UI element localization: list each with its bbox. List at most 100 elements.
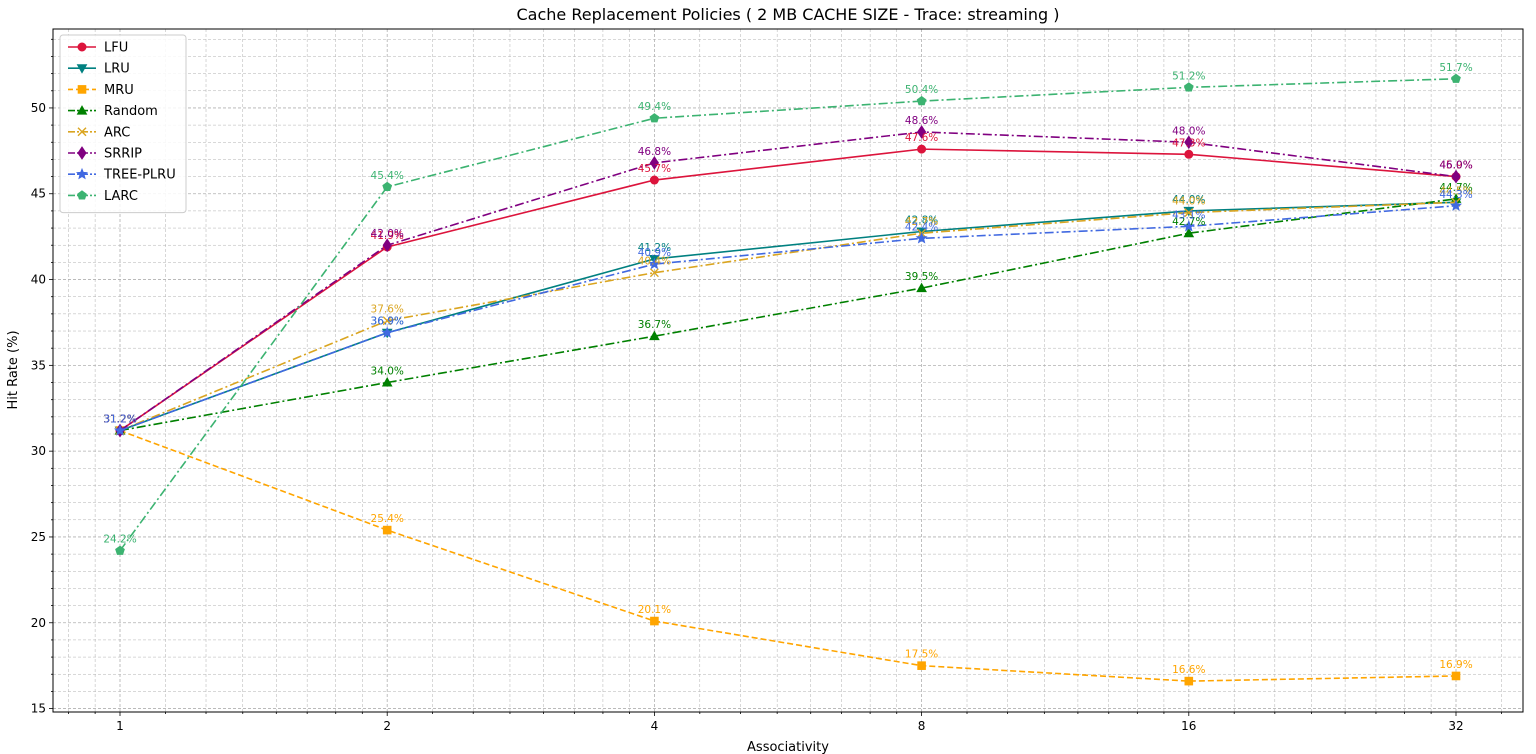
series-line-larc	[119, 77, 1457, 552]
data-label-tree-plru: 40.9%	[638, 247, 671, 259]
legend-label: TREE-PLRU	[103, 168, 176, 183]
data-point-mru	[382, 525, 392, 535]
data-point-tree-plru	[648, 257, 661, 270]
legend-swatch-marker	[77, 42, 87, 52]
legend-label: LRU	[104, 62, 130, 77]
data-label-larc: 51.7%	[1439, 62, 1472, 74]
data-point-tree-plru	[381, 326, 394, 338]
data-label-arc: 42.7%	[905, 216, 938, 228]
legend: LFU LRU MRU Random ARC SRRIP TREE-PLRU LARC	[59, 34, 187, 214]
data-label-lru: 44.0%	[1172, 194, 1205, 206]
data-label-arc: 44.0%	[1172, 196, 1205, 208]
legend-item-random: Random	[68, 104, 158, 119]
legend-item-arc: ARC	[68, 125, 130, 140]
data-labels: 31.2%41.9%45.7%47.6% 47.3%45.9%31.2%36.9%…	[103, 62, 1472, 676]
data-point-random	[1183, 227, 1195, 238]
data-label-mru: 20.1%	[638, 604, 671, 616]
y-tick-label: 20	[31, 616, 46, 630]
data-label-arc: 44.5%	[1439, 185, 1472, 197]
data-point-mru	[1451, 671, 1461, 681]
data-point-arc	[649, 268, 659, 278]
y-tick-label: 45	[31, 187, 46, 201]
data-label-larc: 49.4%	[638, 101, 671, 113]
data-point-srrip	[1451, 169, 1461, 184]
data-label-mru: 16.9%	[1439, 659, 1472, 671]
data-label-mru: 31.2%	[103, 414, 136, 426]
data-label-lru: 36.9%	[371, 316, 404, 328]
legend-item-larc: LARC	[68, 189, 138, 204]
data-label-arc: 31.2%	[103, 414, 136, 426]
x-tick-label: 32	[1448, 719, 1463, 733]
series-lfu	[115, 144, 1461, 436]
legend-item-tree-plru: TREE-PLRU	[68, 168, 176, 183]
data-label-mru: 17.5%	[905, 649, 938, 661]
data-point-mru	[1184, 676, 1194, 686]
data-label-srrip: 48.6%	[905, 115, 938, 127]
data-label-tree-plru: 44.3%	[1439, 189, 1472, 201]
y-tick-label: 15	[31, 702, 46, 716]
legend-label: Random	[104, 104, 158, 119]
data-point-tree-plru	[113, 424, 127, 436]
legend-swatch-marker	[76, 105, 88, 115]
data-label-srrip: 31.2%	[103, 414, 136, 426]
series-line-tree-plru	[119, 204, 1457, 432]
data-label-larc: 24.2%	[103, 534, 136, 546]
data-point-tree-plru	[1182, 220, 1195, 232]
chart-title: Cache Replacement Policies ( 2 MB CACHE …	[517, 5, 1060, 24]
legend-swatch-marker	[77, 127, 87, 137]
legend-item-lru: LRU	[68, 62, 130, 77]
data-point-arc	[382, 316, 392, 326]
data-point-larc	[1451, 73, 1461, 83]
series-tree-plru	[113, 199, 1463, 436]
data-point-larc	[115, 545, 125, 555]
x-tick-label: 8	[918, 719, 926, 733]
legend-item-srrip: SRRIP	[68, 146, 142, 162]
data-label-random: 42.7%	[1172, 216, 1205, 228]
data-label-lru: 31.2%	[103, 414, 136, 426]
data-point-mru	[917, 661, 926, 670]
legend-item-mru: MRU	[68, 83, 134, 98]
legend-label: LFU	[104, 41, 128, 56]
data-point-srrip	[1184, 135, 1194, 150]
legend-swatch-marker	[77, 190, 87, 200]
data-point-srrip	[916, 125, 927, 139]
series-line-arc	[119, 201, 1457, 432]
series-larc	[115, 73, 1461, 555]
data-label-random: 39.5%	[905, 271, 938, 283]
data-point-larc	[649, 113, 660, 123]
data-point-larc	[382, 181, 393, 192]
data-point-srrip	[382, 238, 392, 253]
data-point-random	[381, 376, 393, 387]
legend-swatch-marker	[77, 146, 87, 160]
data-label-lfu: 31.2%	[103, 414, 136, 426]
data-label-tree-plru: 43.1%	[1172, 209, 1205, 221]
data-label-mru: 25.4%	[371, 513, 404, 525]
series-line-random	[119, 198, 1457, 432]
series-line-mru	[119, 429, 1457, 682]
data-label-lfu: 47.6%	[905, 132, 938, 144]
data-label-larc: 50.4%	[905, 84, 938, 96]
legend-swatch-marker	[76, 64, 88, 74]
x-axis-label: Associativity	[747, 740, 829, 754]
data-point-lfu	[1184, 149, 1194, 159]
legend-label: MRU	[104, 83, 134, 98]
data-point-larc	[916, 95, 927, 106]
data-point-tree-plru	[1449, 199, 1463, 211]
x-tick-label: 4	[651, 719, 659, 733]
series-layer	[113, 73, 1463, 686]
legend-box	[59, 34, 187, 214]
y-tick-label: 25	[31, 530, 46, 544]
plot-frame	[52, 28, 1524, 713]
data-point-lfu	[649, 175, 659, 185]
data-label-random: 36.7%	[638, 319, 671, 331]
y-tick-label: 50	[31, 101, 46, 115]
legend-swatch-marker	[77, 85, 87, 94]
x-tick-label: 16	[1181, 719, 1196, 733]
data-label-random: 34.0%	[371, 366, 404, 378]
legend-label: LARC	[104, 189, 138, 204]
data-point-lfu	[917, 144, 927, 154]
grid	[53, 29, 1523, 712]
data-point-tree-plru	[915, 232, 928, 244]
data-label-srrip: 46.0%	[1439, 160, 1472, 172]
data-label-arc: 40.4%	[638, 256, 671, 268]
